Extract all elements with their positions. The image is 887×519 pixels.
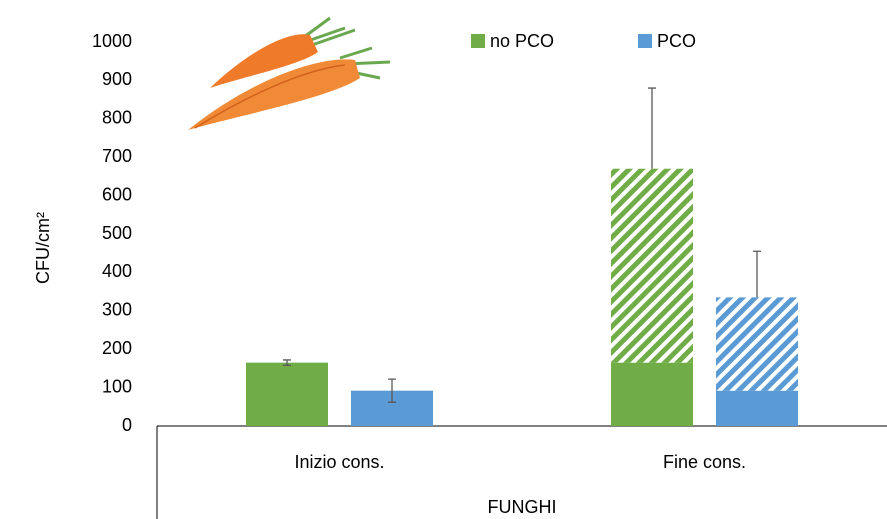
- y-tick-label: 700: [102, 146, 132, 166]
- x-tick-label: Fine cons.: [663, 452, 746, 472]
- legend-swatch: [638, 34, 652, 48]
- y-tick-label: 200: [102, 338, 132, 358]
- y-tick-label: 1000: [92, 31, 132, 51]
- y-tick-label: 500: [102, 223, 132, 243]
- carrot-image: [188, 18, 390, 130]
- bar: [611, 363, 693, 426]
- x-tick-label: Inizio cons.: [294, 452, 384, 472]
- legend-swatch: [471, 34, 485, 48]
- y-tick-label: 0: [122, 415, 132, 435]
- error-bar: [648, 88, 656, 169]
- y-tick-label: 300: [102, 300, 132, 320]
- stacked-bar: [611, 169, 693, 363]
- bar: [716, 391, 798, 426]
- y-tick-label: 900: [102, 69, 132, 89]
- legend-label: no PCO: [490, 31, 554, 51]
- stacked-bar: [716, 297, 798, 390]
- y-tick-label: 800: [102, 108, 132, 128]
- y-tick-label: 400: [102, 261, 132, 281]
- y-tick-label: 100: [102, 376, 132, 396]
- bar: [246, 363, 328, 426]
- x-axis-label: FUNGHI: [488, 497, 557, 517]
- error-bar: [753, 251, 761, 297]
- y-tick-label: 600: [102, 184, 132, 204]
- y-axis-label: CFU/cm²: [33, 212, 53, 284]
- chart: CFU/cm² FUNGHI 0 100 200 300 400 500 600 700 800…: [0, 0, 887, 519]
- legend-label: PCO: [657, 31, 696, 51]
